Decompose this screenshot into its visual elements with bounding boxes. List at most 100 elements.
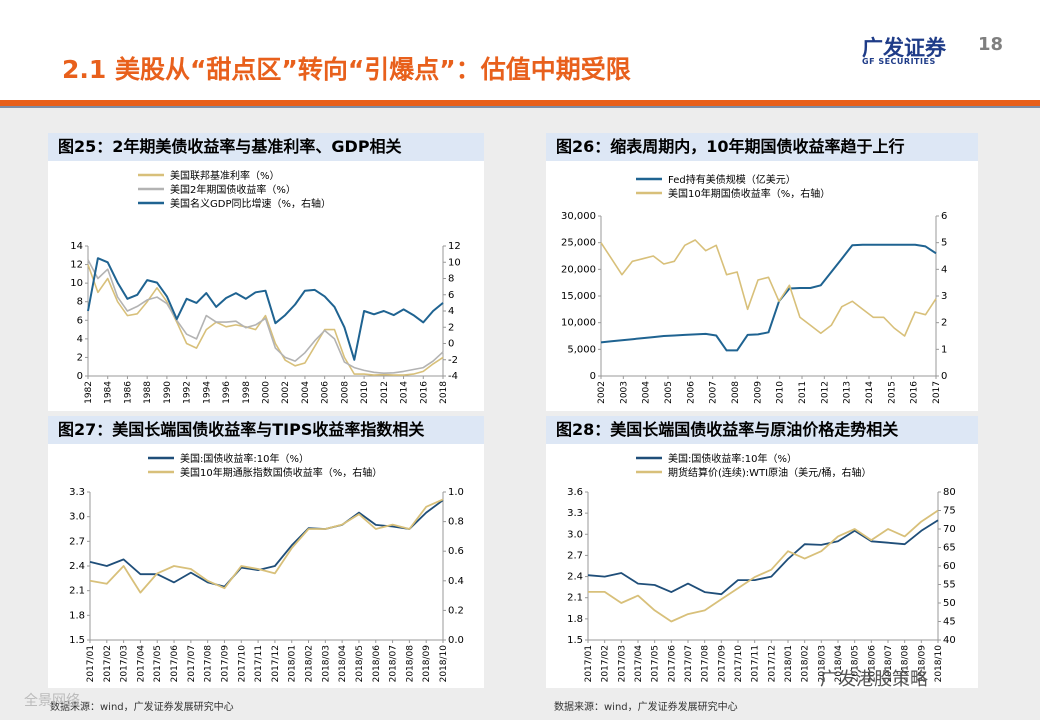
x-tick-label: 2004	[642, 381, 652, 404]
x-tick-label: 2017/06	[170, 645, 180, 683]
x-tick-label: 2017	[932, 381, 942, 404]
y-tick-label: 12	[70, 260, 83, 271]
y2-tick-label: -2	[448, 355, 458, 366]
figure-27-title: 图27：美国长端国债收益率与TIPS收益率指数相关	[48, 416, 484, 444]
y-tick-label: 1.8	[567, 614, 583, 625]
x-tick-label: 2016	[910, 381, 920, 404]
y-tick-label: 2	[77, 352, 83, 363]
figure-28-title: 图28：美国长端国债收益率与原油价格走势相关	[546, 416, 978, 444]
x-tick-label: 2017/07	[684, 645, 694, 682]
x-tick-label: 2010	[776, 381, 786, 404]
y2-tick-label: 4	[448, 306, 454, 317]
y-tick-label: 2.7	[567, 550, 583, 561]
legend-label: 美国10年期国债收益率（%，右轴）	[668, 187, 830, 200]
x-tick-label: 2018/01	[288, 645, 298, 682]
legend-label: 美国10年期通胀指数国债收益率（%，右轴）	[180, 466, 382, 479]
y2-tick-label: 0.4	[448, 576, 464, 587]
watermark-right: 广发港股策略	[820, 669, 928, 690]
x-tick-label: 2018/07	[884, 645, 894, 682]
series-line-1	[87, 264, 444, 376]
y2-tick-label: 5	[941, 238, 947, 249]
y2-tick-label: 45	[943, 617, 956, 628]
header-divider-secondary	[0, 106, 1040, 108]
y-tick-label: 3.3	[567, 508, 583, 519]
x-tick-label: 1988	[143, 381, 153, 404]
x-tick-label: 2018/02	[801, 645, 811, 682]
y2-tick-label: 65	[943, 543, 956, 554]
x-tick-label: 2016	[419, 381, 429, 404]
series-line-2	[87, 259, 444, 374]
y-tick-label: 5,000	[567, 344, 596, 355]
figure-27-panel: 图27：美国长端国债收益率与TIPS收益率指数相关 美国:国债收益率:10年（%…	[48, 416, 484, 688]
figure-27-chart: 美国:国债收益率:10年（%）美国10年期通胀指数国债收益率（%，右轴） 1.5 1…	[69, 452, 464, 683]
y2-tick-label: 70	[943, 524, 956, 535]
x-tick-label: 2018/05	[355, 645, 365, 682]
x-tick-label: 2018/03	[321, 645, 331, 682]
y2-tick-label: 1	[941, 344, 947, 355]
x-tick-label: 2017/02	[103, 645, 113, 682]
y-tick-label: 0	[77, 371, 83, 382]
x-tick-label: 2017/07	[187, 645, 197, 682]
x-tick-label: 2018/09	[422, 645, 432, 683]
x-tick-label: 2018/04	[338, 645, 348, 683]
x-tick-label: 2018/02	[305, 645, 315, 682]
y2-tick-label: 55	[943, 580, 956, 591]
figure-25-title: 图25：2年期美债收益率与基准利率、GDP相关	[48, 133, 484, 161]
x-tick-label: 2018/04	[834, 645, 844, 683]
x-tick-label: 2018/09	[917, 645, 927, 683]
series-line-2	[89, 498, 444, 594]
x-tick-label: 2018/06	[867, 645, 877, 683]
x-tick-label: 1994	[202, 381, 212, 404]
x-tick-label: 2013	[843, 381, 853, 404]
x-tick-label: 2008	[731, 381, 741, 404]
figure-25-panel: 图25：2年期美债收益率与基准利率、GDP相关 美国联邦基准利率（%） 美国2年期…	[48, 133, 484, 411]
x-tick-label: 2002	[281, 381, 291, 404]
x-tick-label: 2018/03	[817, 645, 827, 682]
series-line-2	[588, 509, 939, 623]
x-tick-label: 2017/03	[617, 645, 627, 682]
x-tick-label: 2018/06	[372, 645, 382, 683]
x-tick-label: 2018/01	[784, 645, 794, 682]
x-tick-label: 2007	[709, 381, 719, 404]
y-tick-label: 30,000	[561, 211, 596, 222]
series-line-1	[600, 243, 937, 352]
x-tick-label: 1984	[104, 381, 114, 404]
slide-title: 2.1 美股从“甜点区”转向“引爆点”：估值中期受限	[62, 55, 631, 84]
x-tick-label: 2017/10	[237, 645, 247, 683]
x-tick-label: 2018/05	[851, 645, 861, 682]
y-tick-label: 3.3	[69, 487, 85, 498]
y2-tick-label: 6	[448, 290, 454, 301]
y2-tick-label: 0	[448, 339, 454, 350]
y-tick-label: 6	[77, 315, 83, 326]
x-tick-label: 2017/05	[651, 645, 661, 682]
y-tick-label: 2.4	[567, 572, 583, 583]
y2-tick-label: 1.0	[448, 487, 464, 498]
x-tick-label: 2017/04	[634, 645, 644, 683]
y2-tick-label: 3	[941, 291, 947, 302]
y2-tick-label: 0	[941, 371, 947, 382]
legend-label: 期货结算价(连续):WTI原油（美元/桶，右轴）	[668, 466, 872, 479]
x-tick-label: 2011	[798, 381, 808, 404]
y2-tick-label: 12	[448, 241, 461, 252]
figure-28-chart: 美国:国债收益率:10年（%）期货结算价(连续):WTI原油（美元/桶，右轴） 1…	[567, 452, 956, 683]
x-tick-label: 2004	[301, 381, 311, 404]
y2-tick-label: 75	[943, 506, 956, 517]
y2-tick-label: 0.0	[448, 635, 464, 646]
x-tick-label: 2017/10	[734, 645, 744, 683]
y2-tick-label: 0.8	[448, 517, 464, 528]
y-tick-label: 3.0	[567, 529, 583, 540]
x-tick-label: 2017/11	[751, 645, 761, 682]
x-tick-label: 2017/06	[667, 645, 677, 683]
y2-tick-label: 2	[448, 322, 454, 333]
page-number: 18	[978, 34, 1004, 55]
series-line-1	[587, 519, 939, 596]
legend-label: 美国名义GDP同比增速（%，右轴）	[170, 197, 331, 210]
x-tick-label: 2017/08	[701, 645, 711, 683]
y-tick-label: 1.8	[69, 610, 85, 621]
x-tick-label: 2017/01	[584, 645, 594, 682]
y2-tick-label: 40	[943, 635, 956, 646]
y2-tick-label: 50	[943, 598, 956, 609]
y-tick-label: 1.5	[567, 635, 583, 646]
y-tick-label: 20,000	[561, 264, 596, 275]
series-line-2	[600, 239, 937, 337]
